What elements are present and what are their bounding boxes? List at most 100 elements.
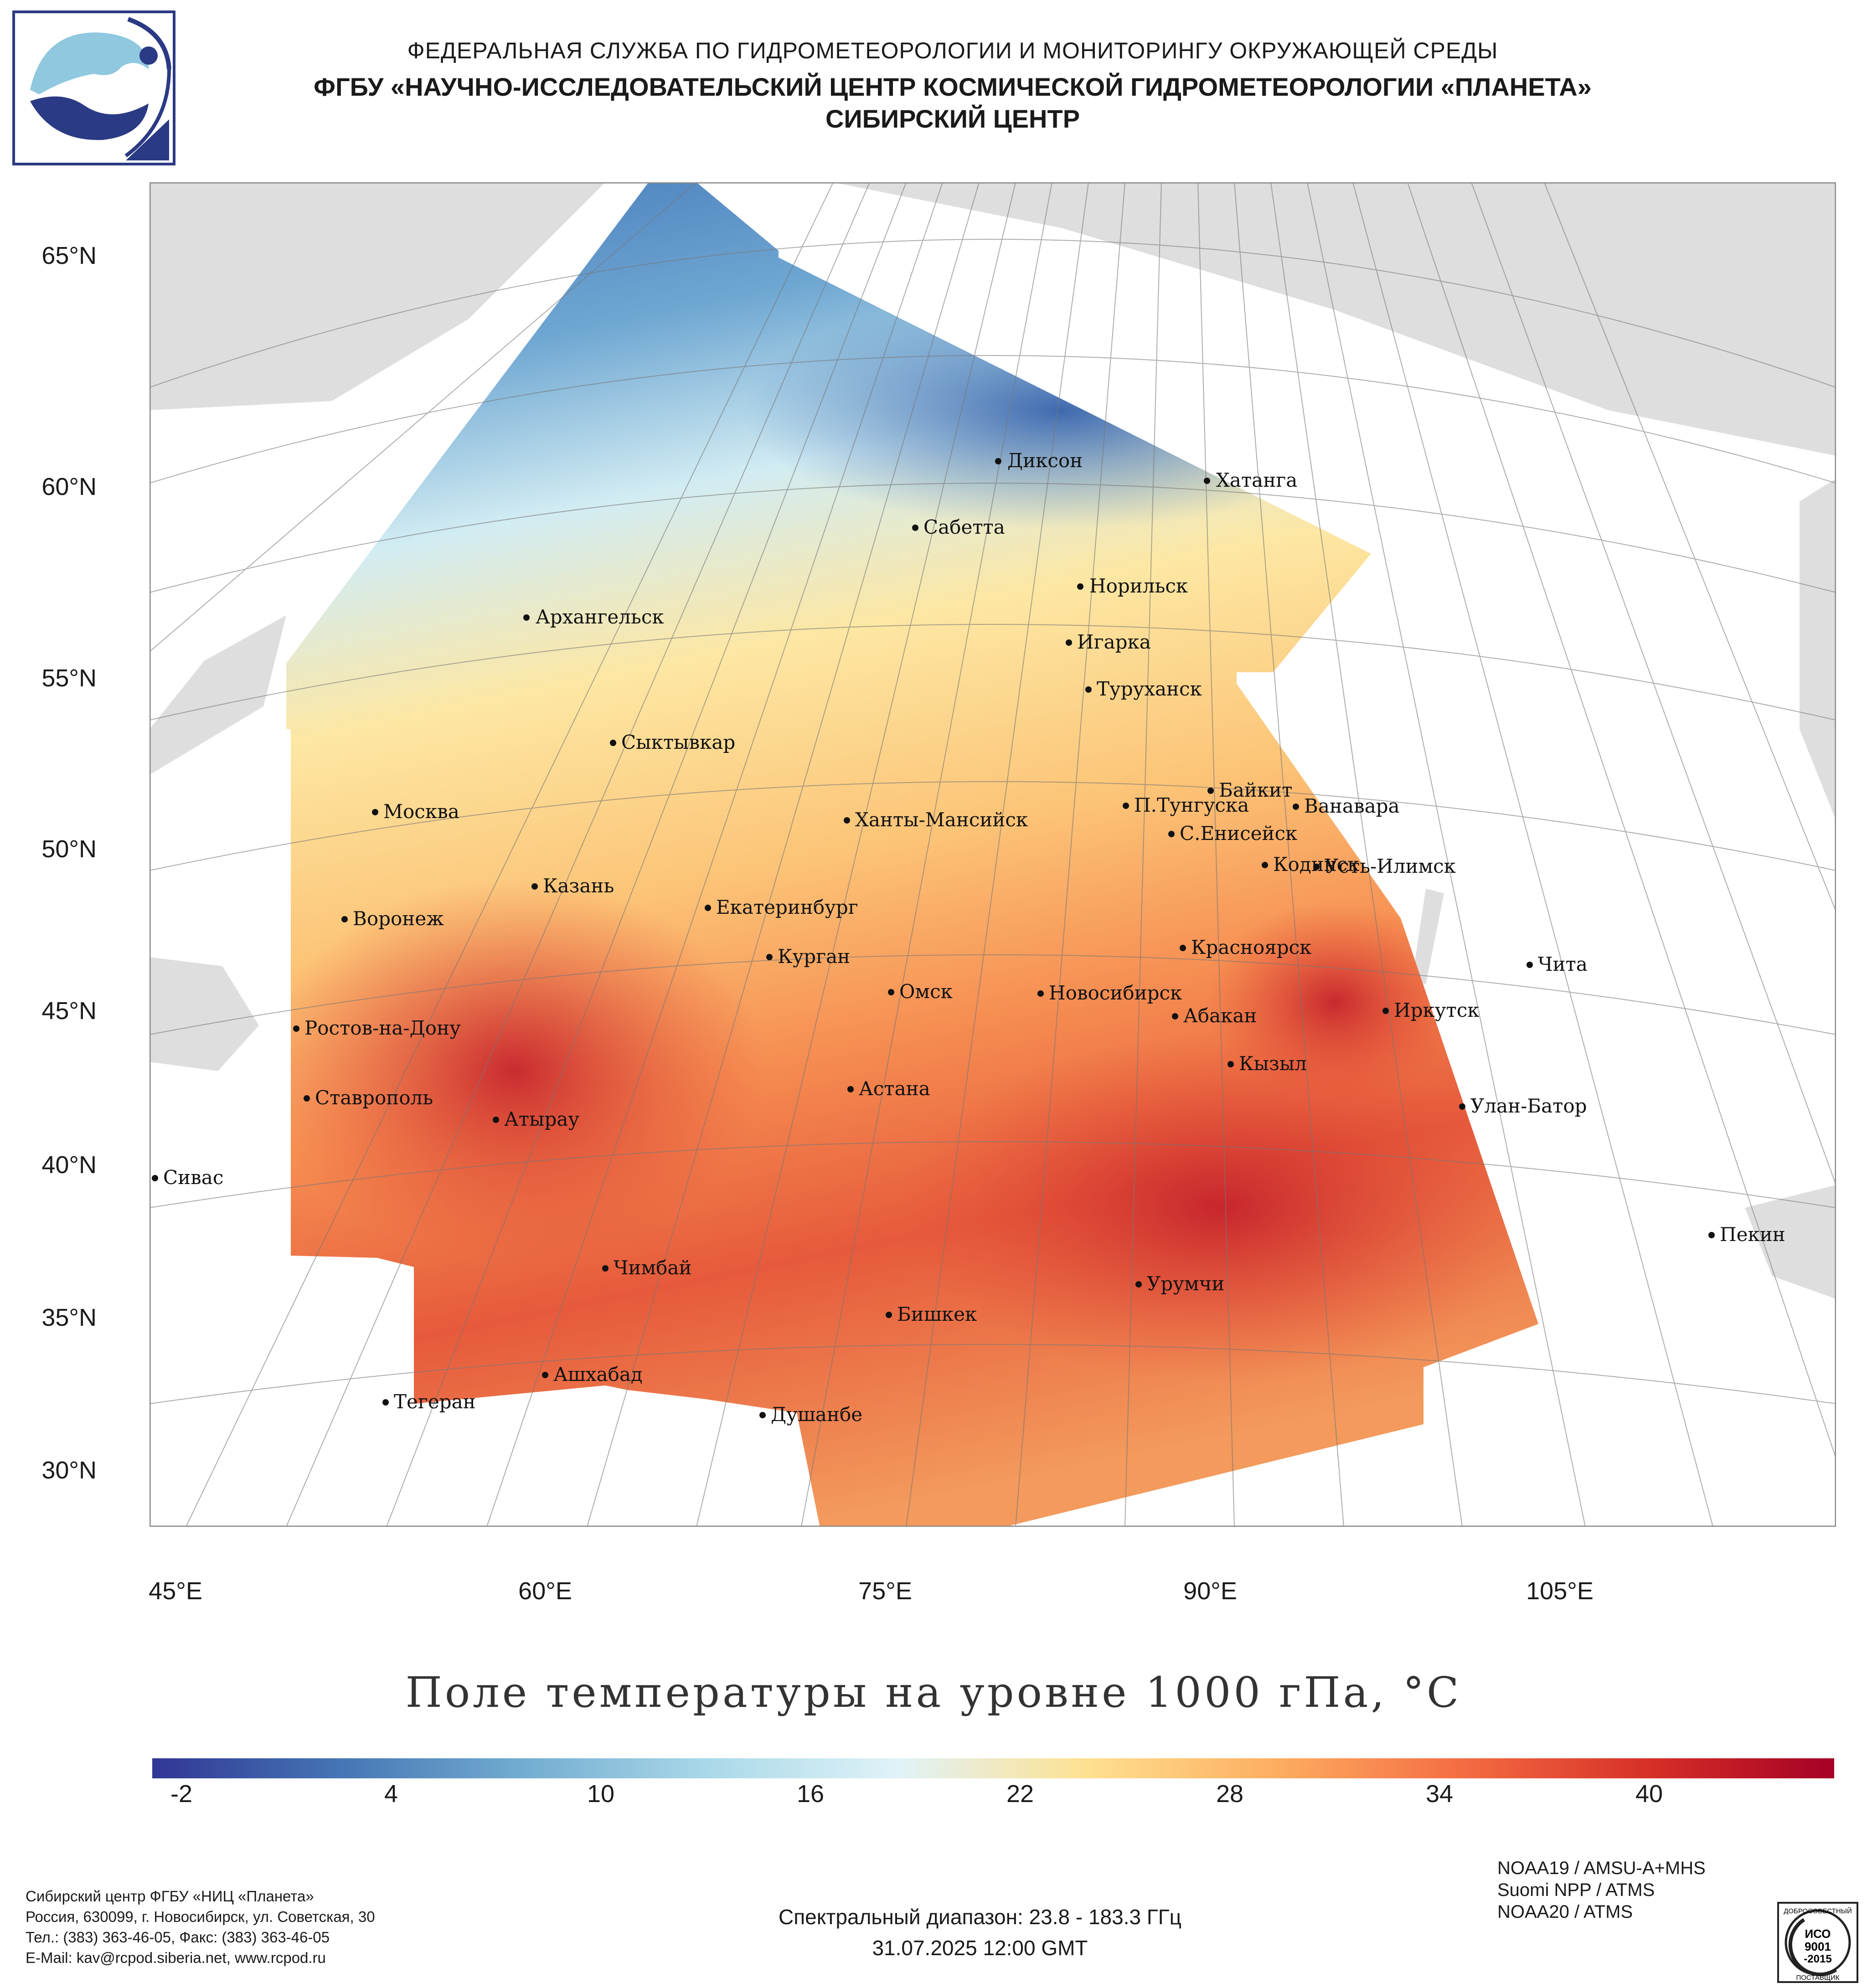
city-voronezh: Воронеж [341, 907, 444, 930]
city-urumqi: Урумчи [1135, 1272, 1224, 1295]
city-moscow: Москва [372, 800, 459, 823]
city-irkutsk: Иркутск [1382, 999, 1479, 1021]
svg-text:Омск: Омск [899, 980, 953, 1003]
svg-text:Бишкек: Бишкек [897, 1303, 977, 1325]
institute-line: ФГБУ «НАУЧНО-ИССЛЕДОВАТЕЛЬСКИЙ ЦЕНТР КОС… [314, 72, 1592, 101]
satellite-list: NOAA19 / AMSU-A+MHS Suomi NPP / ATMS NOA… [1497, 1857, 1706, 1923]
city-yekaterinburg: Екатеринбург [705, 896, 858, 918]
contact-block: Сибирский центр ФГБУ «НИЦ «Планета» Росс… [26, 1886, 375, 1968]
svg-text:Москва: Москва [383, 800, 459, 823]
temperature-map: Диксон Хатанга Сабетта Норильск Архангел… [150, 182, 1836, 1527]
lon-label-90: 90°E [1183, 1577, 1237, 1605]
city-astana: Астана [847, 1077, 930, 1100]
svg-text:Туруханск: Туруханск [1097, 678, 1202, 700]
city-dushanbe: Душанбе [759, 1403, 862, 1426]
colorbar-label: 34 [1425, 1780, 1454, 1808]
organization-logo [12, 10, 175, 165]
svg-text:ДОБРОСОВЕСТНЫЙ: ДОБРОСОВЕСТНЫЙ [1784, 1907, 1852, 1915]
lat-label-50: 50°N [41, 835, 97, 863]
svg-text:Ставрополь: Ставрополь [315, 1087, 433, 1109]
center-line: СИБИРСКИЙ ЦЕНТР [825, 104, 1080, 133]
city-norilsk: Норильск [1077, 575, 1188, 597]
observation-datetime: 31.07.2025 12:00 GMT [872, 1936, 1088, 1960]
svg-text:Архангельск: Архангельск [536, 606, 664, 628]
city-ust-ilimsk: Усть-Илимск [1313, 855, 1456, 877]
city-abakan: Абакан [1172, 1004, 1257, 1027]
agency-line: ФЕДЕРАЛЬНАЯ СЛУЖБА ПО ГИДРОМЕТЕОРОЛОГИИ … [407, 38, 1498, 63]
city-dikson: Диксон [995, 449, 1083, 472]
colorbar-label: 28 [1216, 1780, 1244, 1808]
colorbar-label: -2 [170, 1780, 192, 1808]
city-omsk: Омск [888, 980, 953, 1003]
svg-text:Курган: Курган [778, 945, 850, 968]
colorbar-label: 40 [1635, 1780, 1663, 1808]
lat-label-55: 55°N [41, 664, 97, 692]
city-s-yeniseysk: С.Енисейск [1168, 822, 1297, 845]
city-tehran: Тегеран [382, 1391, 476, 1413]
lat-label-65: 65°N [41, 242, 97, 269]
city-vanavara: Ванавара [1293, 795, 1400, 817]
svg-text:Ростов-на-Дону: Ростов-на-Дону [304, 1017, 461, 1039]
city-khatanga: Хатанга [1204, 469, 1297, 491]
city-rostov-na-donu: Ростов-на-Дону [293, 1017, 461, 1039]
map-title: Поле температуры на уровне 1000 гПа, °C [405, 1668, 1462, 1717]
lat-label-35: 35°N [41, 1304, 97, 1331]
city-chimbay: Чимбай [602, 1257, 691, 1279]
svg-text:Улан-Батор: Улан-Батор [1470, 1095, 1587, 1117]
city-khanty-mansiysk: Ханты-Мансийск [844, 809, 1028, 831]
svg-text:Воронеж: Воронеж [353, 907, 444, 930]
city-beijing: Пекин [1708, 1223, 1785, 1246]
svg-text:Урумчи: Урумчи [1147, 1272, 1224, 1295]
colorbar-label: 16 [796, 1780, 825, 1808]
satellite-1: NOAA19 / AMSU-A+MHS [1497, 1858, 1706, 1878]
city-baykit: Байкит [1207, 779, 1292, 801]
svg-text:Астана: Астана [859, 1077, 930, 1100]
svg-text:С.Енисейск: С.Енисейск [1180, 822, 1297, 845]
svg-text:ПОСТАВЩИК: ПОСТАВЩИК [1796, 1974, 1839, 1982]
svg-text:Иркутск: Иркутск [1394, 999, 1479, 1021]
lat-label-40: 40°N [41, 1151, 97, 1179]
colorbar [152, 1758, 1834, 1778]
svg-text:Казань: Казань [543, 875, 614, 897]
city-sivas: Сивас [152, 1166, 223, 1189]
svg-text:Диксон: Диксон [1007, 449, 1083, 472]
svg-text:ИСО: ИСО [1805, 1927, 1831, 1941]
svg-text:Сыктывкар: Сыктывкар [621, 731, 735, 753]
city-krasnoyarsk: Красноярск [1180, 936, 1311, 958]
svg-text:-2015: -2015 [1804, 1953, 1831, 1965]
city-bishkek: Бишкек [886, 1303, 977, 1325]
svg-text:Норильск: Норильск [1089, 575, 1188, 597]
svg-text:Игарка: Игарка [1077, 631, 1151, 653]
org-name: Сибирский центр ФГБУ «НИЦ «Планета» [26, 1888, 314, 1905]
lon-label-105: 105°E [1526, 1577, 1594, 1605]
lon-label-60: 60°E [518, 1577, 572, 1605]
city-syktyvkar: Сыктывкар [610, 731, 735, 753]
city-igarka: Игарка [1066, 631, 1151, 653]
city-turukhansk: Туруханск [1085, 678, 1202, 700]
svg-text:Красноярск: Красноярск [1191, 936, 1311, 958]
svg-text:Атырау: Атырау [504, 1108, 579, 1130]
svg-text:П.Тунгуска: П.Тунгуска [1134, 794, 1249, 816]
svg-text:Чита: Чита [1538, 953, 1588, 975]
city-stavropol: Ставрополь [304, 1087, 433, 1109]
city-p-tunguska: П.Тунгуска [1123, 794, 1249, 816]
svg-text:Тегеран: Тегеран [394, 1391, 476, 1413]
lon-label-75: 75°E [858, 1577, 912, 1605]
svg-text:Ханты-Мансийск: Ханты-Мансийск [855, 809, 1028, 831]
svg-text:Пекин: Пекин [1720, 1223, 1785, 1246]
svg-text:Сабетта: Сабетта [923, 516, 1005, 538]
spectral-range: Спектральный диапазон: 23.8 - 183.3 ГГц [778, 1905, 1182, 1929]
city-arkhangelsk: Архангельск [523, 606, 664, 628]
colorbar-label: 10 [587, 1780, 615, 1808]
org-phone: Тел.: (383) 363-46-05, Факс: (383) 363-4… [26, 1929, 330, 1946]
city-ulaanbaatar: Улан-Батор [1459, 1095, 1587, 1117]
colorbar-label: 22 [1006, 1780, 1034, 1808]
city-novosibirsk: Новосибирск [1037, 982, 1182, 1004]
satellite-2: Suomi NPP / ATMS [1497, 1880, 1655, 1900]
colorbar-label: 4 [384, 1780, 398, 1808]
city-ashgabat: Ашхабад [542, 1363, 643, 1385]
svg-text:Абакан: Абакан [1183, 1004, 1257, 1027]
lat-label-60: 60°N [41, 473, 97, 500]
svg-text:Новосибирск: Новосибирск [1049, 982, 1182, 1004]
city-kyzyl: Кызыл [1227, 1052, 1307, 1075]
